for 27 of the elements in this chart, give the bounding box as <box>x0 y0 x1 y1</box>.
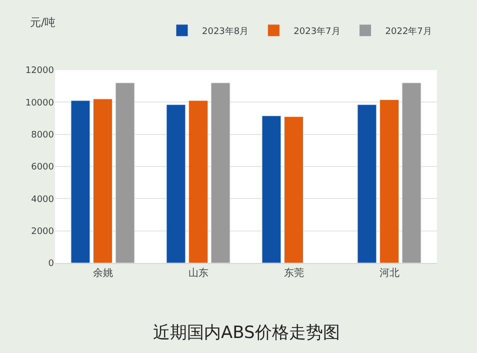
x-tick-label: 东莞 <box>284 267 304 279</box>
x-tick-label: 山东 <box>188 267 208 279</box>
y-tick-label: 4000 <box>31 194 54 205</box>
bar <box>188 100 208 263</box>
x-tick-label: 余姚 <box>92 267 113 279</box>
legend-label: 2023年8月 <box>202 26 249 37</box>
bar <box>402 82 422 263</box>
bar <box>262 116 282 263</box>
bar <box>357 104 377 263</box>
y-tick-label: 12000 <box>25 66 54 76</box>
x-tick-label: 河北 <box>379 267 400 279</box>
bar <box>284 116 304 263</box>
y-tick-label: 6000 <box>31 162 54 173</box>
y-tick-label: 2000 <box>31 226 54 237</box>
bar <box>115 82 135 263</box>
legend-label: 2022年7月 <box>385 26 432 37</box>
y-tick-label: 0 <box>48 259 54 270</box>
bar <box>380 100 399 263</box>
y-tick-label: 10000 <box>25 98 54 108</box>
legend-label: 2023年7月 <box>294 26 340 37</box>
bar <box>93 98 112 263</box>
bar <box>166 104 186 263</box>
y-tick-label: 8000 <box>31 130 54 140</box>
text: 近期国内ABS价格走势图 <box>153 323 340 343</box>
bar <box>210 82 230 263</box>
y-axis-title: 元/吨 <box>30 16 56 29</box>
bar <box>70 100 90 263</box>
